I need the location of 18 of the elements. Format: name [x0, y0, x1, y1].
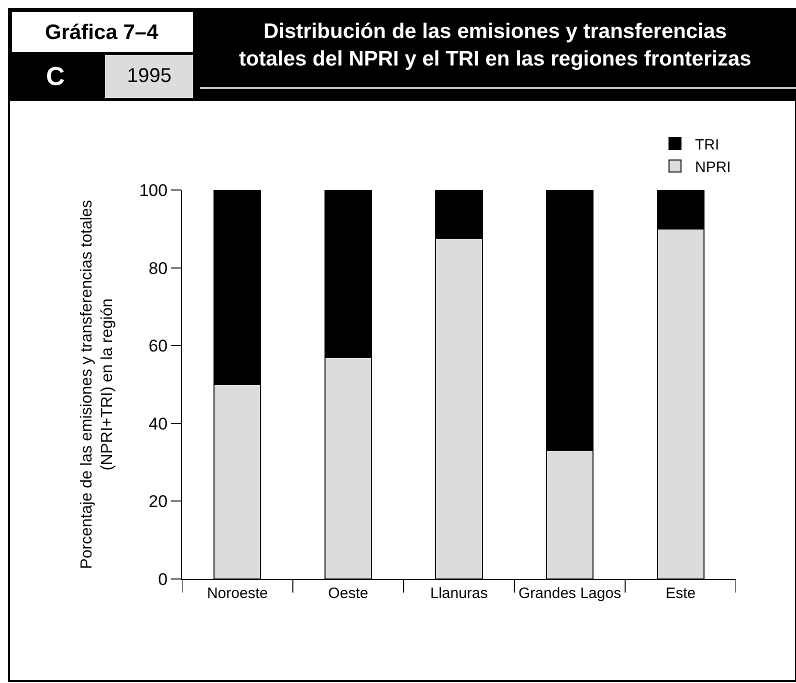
text: C — [46, 61, 65, 91]
y-axis-title: Porcentaje de las emisiones y transferencias totales (NPRI+TRI) en la región — [78, 200, 116, 570]
y-tick-label: 40 — [148, 414, 168, 434]
legend-label: TRI — [695, 136, 720, 154]
chart-title: Distribución de las emisiones y transferencias totales del NPRI y el TRI en las regiones fronterizas — [239, 20, 752, 70]
x-tick-label: Noroeste — [206, 585, 268, 602]
y-tick-label: 100 — [139, 180, 168, 200]
y-tick-label: 80 — [148, 258, 168, 278]
x-tick-label: Este — [666, 585, 696, 602]
y-tick-label: 0 — [158, 570, 168, 589]
y-tick-label: 60 — [148, 336, 168, 356]
x-tick-label: Oeste — [328, 585, 368, 602]
text: 1995 — [127, 65, 172, 87]
text: Gráfica 7–4 — [45, 21, 159, 44]
x-tick-label: Llanuras — [430, 585, 488, 602]
x-tick-label: Grandes Lagos — [518, 585, 622, 602]
y-tick-label: 20 — [148, 492, 168, 512]
legend-label: NPRI — [695, 158, 731, 176]
